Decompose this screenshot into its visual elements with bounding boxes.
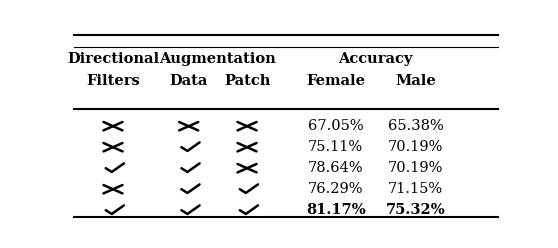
Text: Data: Data — [170, 74, 208, 88]
Text: Accuracy: Accuracy — [339, 52, 413, 66]
Text: 71.15%: 71.15% — [388, 182, 443, 196]
Text: 65.38%: 65.38% — [388, 119, 444, 133]
Text: Directional: Directional — [67, 52, 159, 66]
Text: 67.05%: 67.05% — [308, 119, 363, 133]
Text: 75.11%: 75.11% — [308, 140, 363, 154]
Text: 70.19%: 70.19% — [388, 140, 444, 154]
Text: 70.19%: 70.19% — [388, 161, 444, 175]
Text: Female: Female — [306, 74, 365, 88]
Text: 78.64%: 78.64% — [308, 161, 363, 175]
Text: 76.29%: 76.29% — [308, 182, 363, 196]
Text: Patch: Patch — [224, 74, 270, 88]
Text: Augmentation: Augmentation — [160, 52, 276, 66]
Text: 81.17%: 81.17% — [306, 203, 365, 217]
Text: Filters: Filters — [86, 74, 140, 88]
Text: 75.32%: 75.32% — [386, 203, 446, 217]
Text: Male: Male — [395, 74, 436, 88]
